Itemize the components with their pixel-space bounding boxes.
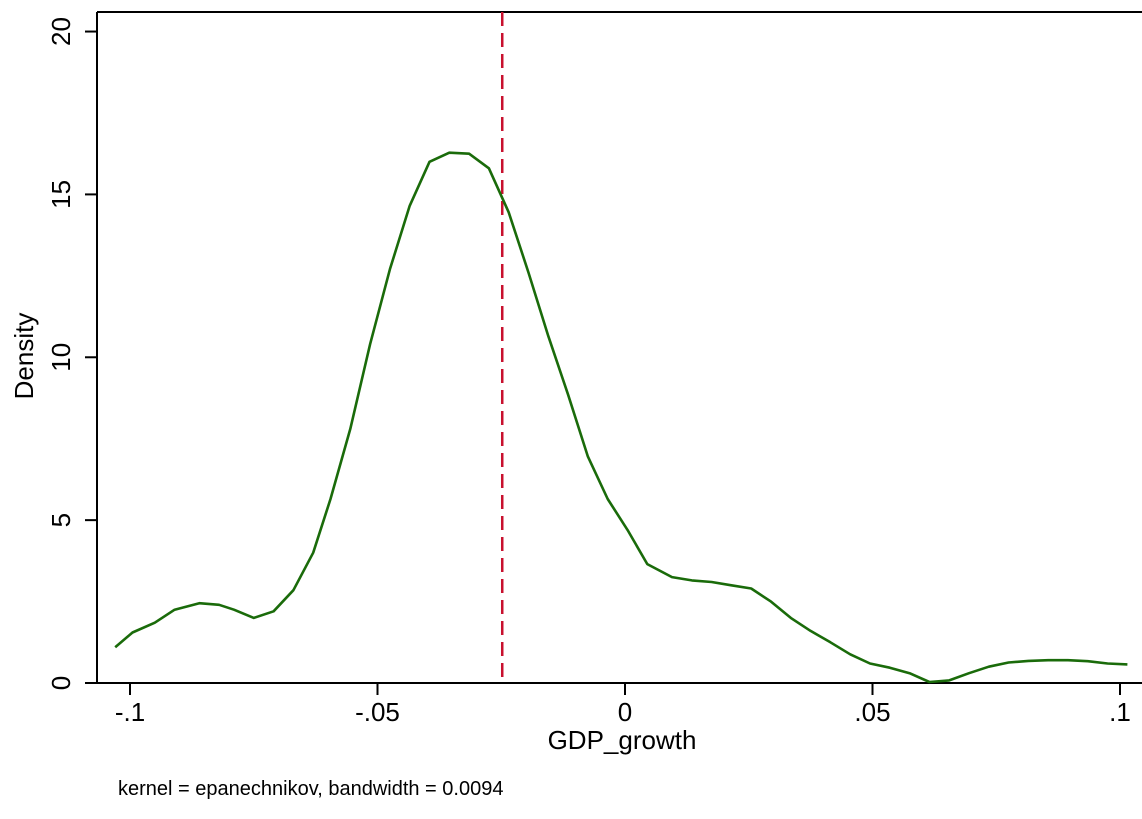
chart-note: kernel = epanechnikov, bandwidth = 0.009… [118,778,503,800]
y-tick-label: 20 [46,17,76,46]
x-axis-ticks: -.1 -.05 0 .05 .1 [115,683,1131,727]
y-tick-label: 10 [46,343,76,372]
density-series-line [114,151,1128,684]
y-axis-ticks: 0 5 10 15 20 [46,17,97,690]
y-tick-label: 0 [46,676,76,690]
plot-area [97,12,1142,683]
y-axis-title: Density [9,313,39,400]
x-tick-label: -.1 [115,697,145,727]
x-tick-label: 0 [618,697,632,727]
y-tick-label: 15 [46,180,76,209]
y-tick-label: 5 [46,513,76,527]
x-axis-title: GDP_growth [548,725,697,755]
x-tick-label: .05 [854,697,890,727]
x-tick-label: -.05 [355,697,400,727]
x-tick-label: .1 [1109,697,1131,727]
